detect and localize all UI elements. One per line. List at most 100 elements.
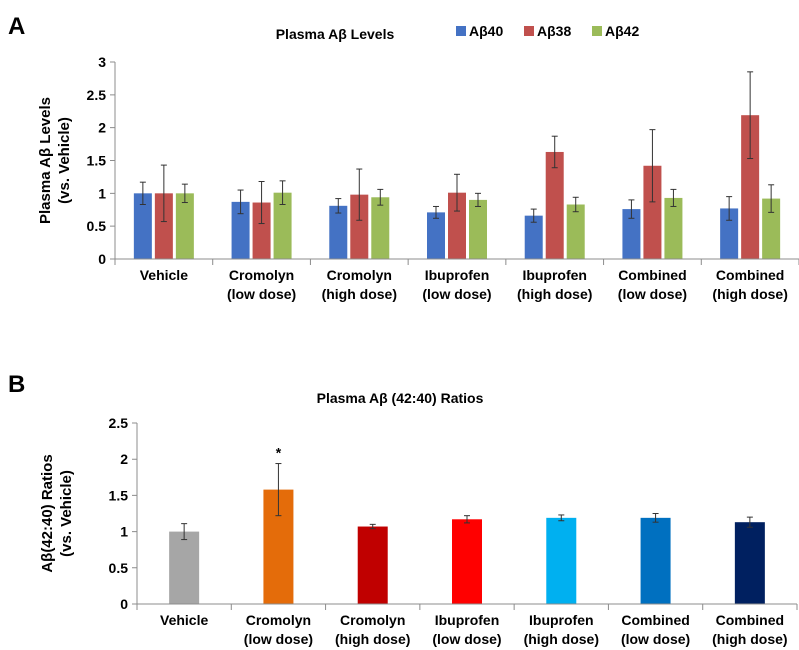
chart-a-y-axis-label: Plasma Aβ Levels (vs. Vehicle) xyxy=(37,97,73,224)
chart-b-bar xyxy=(546,517,577,604)
chart-a-category-label: Combined xyxy=(716,267,784,283)
chart-a-y-tick-label: 0.5 xyxy=(87,218,107,234)
chart-a-y-tick-label: 2.5 xyxy=(87,87,107,103)
chart-a-bar xyxy=(427,212,445,259)
chart-a-legend-swatch xyxy=(524,26,534,36)
chart-a-legend: Aβ40 Aβ38 Aβ42 xyxy=(456,23,639,39)
chart-b-category-label: Combined xyxy=(621,612,689,628)
chart-b-y-tick-label: 0.5 xyxy=(109,560,129,576)
chart-a-bar xyxy=(566,204,585,259)
chart-a-legend-swatch xyxy=(456,26,466,36)
chart-a-error-bar xyxy=(649,129,656,203)
chart-a-legend-item: Aβ42 xyxy=(592,23,639,39)
chart-b-bar xyxy=(169,531,200,604)
chart-b-bar xyxy=(640,517,671,604)
chart-a-category-label: Ibuprofen xyxy=(522,267,587,283)
chart-a-y-ticks: 0 0.5 1 1.5 2 2.5 3 xyxy=(87,54,107,267)
chart-a-bar xyxy=(622,209,641,259)
chart-a-error-bar xyxy=(747,71,754,160)
chart-a-category-labels: Vehicle Cromolyn (low dose) Cromolyn (high d… xyxy=(140,267,788,302)
chart-a-bar xyxy=(154,193,173,259)
chart-a-category-label: (high dose) xyxy=(517,286,592,302)
chart-a-error-bar xyxy=(768,184,775,213)
chart-a-category-label: (low dose) xyxy=(618,286,687,302)
chart-a-error-bar xyxy=(279,180,286,205)
chart-a-y-axis-label-line: Plasma Aβ Levels xyxy=(37,97,54,224)
chart-a-bar xyxy=(175,193,194,259)
chart-a-category-label: Cromolyn xyxy=(327,267,392,283)
chart-b-y-tick-label: 2 xyxy=(120,451,128,467)
chart-b-y-tick-label: 2.5 xyxy=(109,415,129,431)
chart-b-category-labels: Vehicle Cromolyn (low dose) Cromolyn (high d… xyxy=(160,612,788,647)
chart-a-legend-item: Aβ38 xyxy=(524,23,571,39)
chart-a-error-bar xyxy=(475,192,481,207)
chart-b-error-bar xyxy=(275,463,282,517)
chart-b-category-label: Combined xyxy=(716,612,784,628)
chart-a-legend-label: Aβ38 xyxy=(537,23,571,39)
chart-b-category-label: Ibuprofen xyxy=(529,612,594,628)
chart-a-category-label: Ibuprofen xyxy=(425,267,490,283)
chart-b-bars: * xyxy=(169,445,765,604)
chart-a-category-label: (low dose) xyxy=(422,286,491,302)
chart-a-category-label: Vehicle xyxy=(140,267,188,283)
chart-a-category-label: Cromolyn xyxy=(229,267,294,283)
chart-a-error-bar xyxy=(454,173,460,212)
chart-b-category-label: (high dose) xyxy=(524,631,599,647)
chart-b-category-label: (low dose) xyxy=(621,631,690,647)
chart-a-bar xyxy=(741,115,760,259)
chart-a-bar xyxy=(524,215,543,259)
chart-a-y-tick-label: 2 xyxy=(98,120,106,136)
chart-b-error-bar xyxy=(369,523,376,530)
chart-b-error-bar xyxy=(558,514,565,522)
panel-b: B Plasma Aβ (42:40) Ratios Aβ(42:40) Rat… xyxy=(8,371,798,647)
chart-b-category-label: Vehicle xyxy=(160,612,208,628)
chart-a-category-label: (high dose) xyxy=(712,286,787,302)
chart-a-bars xyxy=(133,71,781,259)
chart-b-category-label: (low dose) xyxy=(244,631,313,647)
chart-b-y-axis-label-line: Aβ(42:40) Ratios xyxy=(39,454,56,572)
chart-a-error-bar xyxy=(726,196,733,221)
chart-a-error-bar xyxy=(530,208,537,223)
chart-b-category-label: (low dose) xyxy=(432,631,501,647)
chart-b-category-label: (high dose) xyxy=(712,631,787,647)
chart-a-bar xyxy=(273,192,292,259)
chart-b-bar xyxy=(452,519,482,604)
chart-a-error-bar xyxy=(551,135,558,169)
chart-b-error-bar xyxy=(746,516,753,528)
chart-a-error-bar xyxy=(335,198,342,214)
chart-a-error-bar xyxy=(377,188,384,206)
chart-b-y-ticks: 0 0.5 1 1.5 2 2.5 xyxy=(109,415,129,612)
panel-a-letter: A xyxy=(8,13,25,40)
chart-a-error-bar xyxy=(237,189,244,215)
chart-a-error-bar xyxy=(160,164,167,223)
chart-a-legend-swatch xyxy=(592,26,602,36)
chart-a-category-label: (low dose) xyxy=(227,286,296,302)
chart-b-category-label: Cromolyn xyxy=(340,612,405,628)
chart-b-category-label: Cromolyn xyxy=(246,612,311,628)
chart-a-error-bar xyxy=(356,168,363,221)
chart-b-y-axis-label-line: (vs. Vehicle) xyxy=(58,470,75,557)
chart-b-y-tick-label: 1 xyxy=(120,524,128,540)
chart-a-y-axis-label-line: (vs. Vehicle) xyxy=(56,117,73,204)
chart-b-category-label: (high dose) xyxy=(335,631,410,647)
chart-a-bar xyxy=(664,197,683,259)
chart-b-y-tick-label: 1.5 xyxy=(109,487,129,503)
chart-a-axes xyxy=(110,61,799,265)
chart-b-axes xyxy=(132,422,798,610)
chart-a-y-tick-label: 3 xyxy=(98,54,106,70)
chart-b-bar xyxy=(357,526,388,604)
chart-a-legend-label: Aβ42 xyxy=(605,23,639,39)
chart-b-error-bar xyxy=(464,515,470,524)
chart-b-significance-marker: * xyxy=(276,445,282,461)
chart-a-error-bar xyxy=(181,183,188,204)
chart-a-y-tick-label: 0 xyxy=(98,251,106,267)
chart-b-error-bar xyxy=(652,513,659,523)
chart-a-bar xyxy=(133,193,152,259)
chart-b-bar xyxy=(734,522,765,604)
chart-b-title: Plasma Aβ (42:40) Ratios xyxy=(317,390,484,406)
chart-a-error-bar xyxy=(433,205,439,219)
chart-a-error-bar xyxy=(139,181,146,205)
chart-a-bar xyxy=(231,201,250,259)
chart-a-error-bar xyxy=(670,188,677,207)
